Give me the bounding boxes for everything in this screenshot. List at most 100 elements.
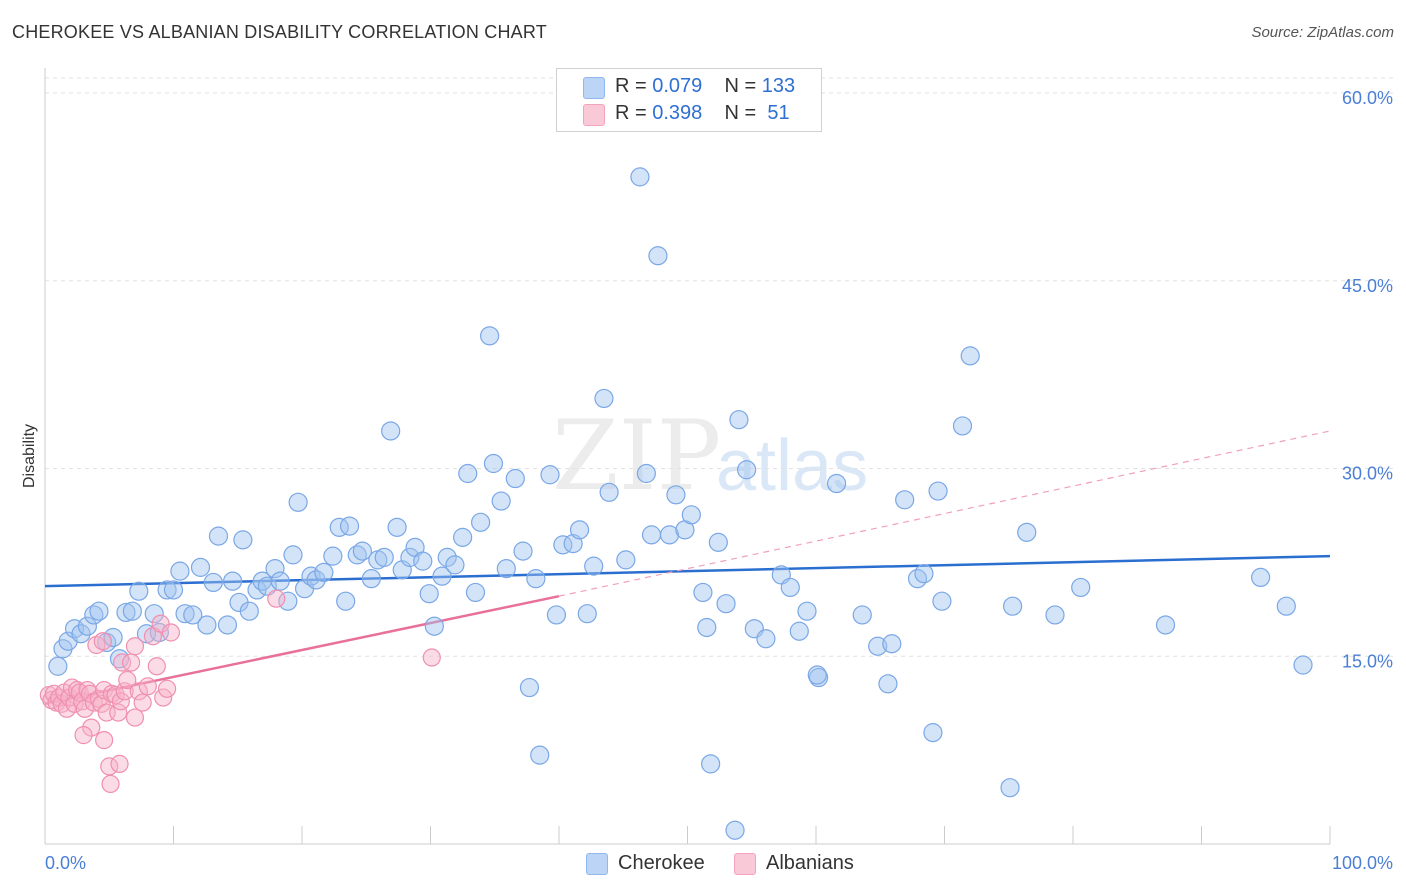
cherokee-point <box>519 677 540 698</box>
cherokee-point <box>1276 596 1296 616</box>
cherokee-point <box>233 530 253 550</box>
albanians-point <box>154 688 173 707</box>
cherokee-point <box>1017 522 1037 542</box>
cherokee-point <box>491 491 511 511</box>
albanians-point <box>101 774 120 794</box>
cherokee-point <box>616 550 636 570</box>
x-tick-label-max: 100.0% <box>1332 853 1393 873</box>
albanians-point <box>109 703 128 722</box>
trend-lines <box>44 430 1331 706</box>
cherokee-swatch <box>586 853 608 875</box>
cherokee-point <box>203 572 223 593</box>
cherokee-point <box>314 562 334 583</box>
albanians-point <box>125 637 145 656</box>
cherokee-point <box>584 556 604 576</box>
source-label: Source: ZipAtlas.com <box>1251 24 1394 41</box>
cherokee-point <box>513 541 533 561</box>
cherokee-point <box>630 167 650 187</box>
cherokee-point <box>223 571 243 591</box>
cherokee-point <box>708 532 728 552</box>
cherokee-point <box>553 535 573 555</box>
cherokee-point <box>122 601 142 621</box>
cherokee-point <box>170 561 190 581</box>
cherokee-point <box>780 577 800 598</box>
albanians-point <box>121 653 141 672</box>
cherokee-point <box>636 463 656 484</box>
cherokee-point <box>530 745 550 765</box>
cherokee-point <box>339 516 360 536</box>
albanians-swatch <box>583 104 605 126</box>
albanians-swatch <box>734 853 756 875</box>
cherokee-point <box>217 615 238 635</box>
cherokee-point <box>577 604 597 624</box>
cherokee-point <box>347 545 367 565</box>
legend-row-albanians: R = 0.398 N = 51 <box>583 102 790 128</box>
cherokee-point <box>116 602 136 623</box>
cherokee-point <box>737 460 757 480</box>
cherokee-point <box>103 627 123 648</box>
cherokee-point <box>594 388 614 409</box>
cherokee-point <box>458 463 478 484</box>
albanians-point <box>93 632 112 651</box>
legend-label-cherokee: Cherokee <box>618 852 705 874</box>
cherokee-point <box>190 557 211 577</box>
albanians-point <box>267 589 286 608</box>
legend-text-cherokee: R = 0.079 N = 133 <box>615 75 795 98</box>
cherokee-point <box>480 326 500 346</box>
cherokee-point <box>329 517 349 537</box>
cherokee-point <box>48 656 68 676</box>
cherokee-point <box>826 473 847 494</box>
cherokee-point <box>641 525 662 545</box>
albanians-point <box>110 754 129 773</box>
cherokee-point <box>1003 596 1023 616</box>
data-points <box>39 167 1313 840</box>
cherokee-point <box>693 582 713 603</box>
cherokee-point <box>301 566 321 586</box>
cherokee-point <box>914 564 934 584</box>
cherokee-point <box>157 580 177 600</box>
n-label: N = <box>724 75 757 97</box>
cherokee-point <box>352 541 372 561</box>
cherokee-point <box>505 468 525 489</box>
cherokee-point <box>239 601 259 621</box>
albanians-point <box>80 684 100 703</box>
cherokee-point <box>960 346 980 366</box>
albanians-point <box>125 708 145 727</box>
cherokee-point <box>361 569 381 589</box>
cherokee-point <box>400 547 420 567</box>
albanians-point <box>74 726 93 745</box>
cherokee-point <box>432 566 452 586</box>
y-tick-label: 30.0% <box>1342 464 1393 484</box>
cherokee-point <box>374 547 394 567</box>
y-tick-label: 60.0% <box>1342 88 1393 108</box>
cherokee-point <box>496 559 516 579</box>
watermark-zip: ZIP <box>552 400 722 512</box>
cherokee-point <box>540 465 560 485</box>
legend-text-albanians: R = 0.398 N = 51 <box>615 102 790 125</box>
y-tick-label: 15.0% <box>1342 651 1393 671</box>
cherokee-point <box>697 617 717 638</box>
correlation-legend: R = 0.079 N = 133 R = 0.398 N = 51 <box>556 68 822 132</box>
albanians-point <box>95 731 114 750</box>
cherokee-point <box>928 481 948 501</box>
axes <box>44 68 1331 845</box>
cherokee-point <box>807 665 827 685</box>
albanians-point <box>111 692 130 711</box>
cherokee-point <box>77 616 98 636</box>
cherokee-point <box>453 527 473 547</box>
cherokee-point <box>387 517 407 537</box>
cherokee-point <box>183 605 203 625</box>
cherokee-point <box>144 604 164 624</box>
cherokee-point <box>336 591 356 611</box>
albanians-point <box>133 693 152 712</box>
cherokee-point <box>666 485 686 505</box>
albanians-point <box>82 718 101 737</box>
r-label: R = <box>615 102 647 124</box>
cherokee-point <box>323 546 343 566</box>
y-tick-label: 45.0% <box>1342 276 1393 296</box>
cherokee-point <box>868 636 888 656</box>
cherokee-point <box>270 571 290 591</box>
cherokee-point <box>1251 567 1271 588</box>
cherokee-point <box>257 576 277 596</box>
